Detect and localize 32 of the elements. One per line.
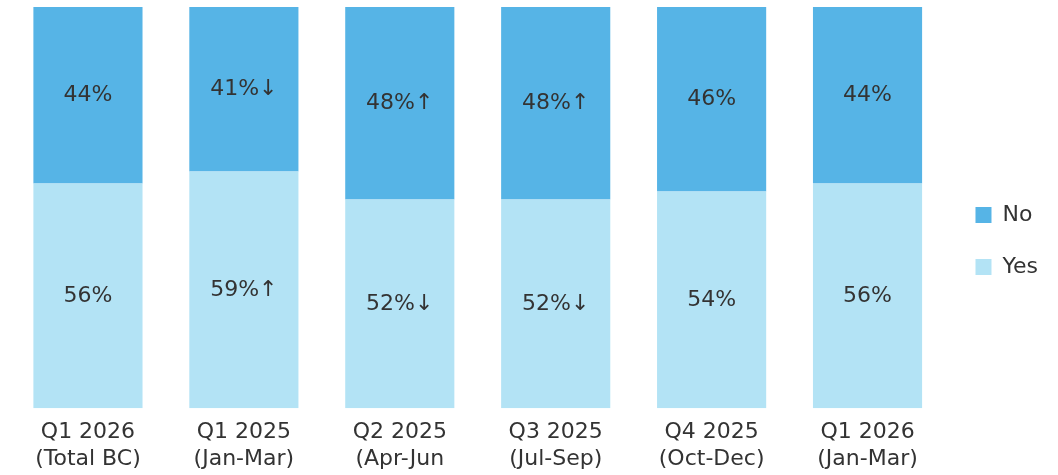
bar bbox=[657, 7, 767, 192]
data-label: 59%↑ bbox=[210, 275, 278, 301]
x-tick-label: Q2 2025 (Apr-Jun bbox=[352, 418, 447, 470]
legend-label: Yes bbox=[1001, 252, 1038, 278]
bar bbox=[501, 199, 611, 409]
bar bbox=[33, 7, 143, 184]
x-tick-label: Q1 2026 (Jan-Mar) bbox=[817, 418, 918, 470]
bar bbox=[345, 199, 455, 409]
bar bbox=[501, 7, 611, 200]
data-label: 44% bbox=[843, 80, 892, 106]
data-label: 48%↑ bbox=[522, 89, 590, 115]
data-label: 54% bbox=[687, 285, 737, 311]
data-label: 44% bbox=[63, 80, 113, 106]
data-label: 48%↑ bbox=[366, 89, 434, 115]
bar bbox=[657, 191, 767, 409]
data-label: 46% bbox=[687, 84, 737, 110]
bar bbox=[812, 7, 923, 184]
bar bbox=[189, 7, 299, 172]
bar bbox=[189, 171, 299, 409]
bar bbox=[812, 183, 923, 409]
data-label: 56% bbox=[843, 281, 892, 307]
x-tick-label: Q4 2025 (Oct-Dec) bbox=[658, 418, 765, 470]
data-label: 52%↓ bbox=[366, 289, 434, 315]
data-label: 41%↓ bbox=[210, 74, 278, 100]
bar bbox=[345, 7, 455, 200]
bar bbox=[33, 183, 143, 409]
data-label: 52%↓ bbox=[522, 289, 590, 315]
legend-label: No bbox=[1002, 200, 1033, 226]
x-tick-label: Q1 2026 (Total BC) bbox=[35, 418, 141, 470]
x-tick-label: Q3 2025 (Jul-Sep) bbox=[508, 418, 603, 470]
x-tick-label: Q1 2025 (Jan-Mar) bbox=[193, 418, 295, 470]
data-label: 56% bbox=[63, 281, 113, 307]
